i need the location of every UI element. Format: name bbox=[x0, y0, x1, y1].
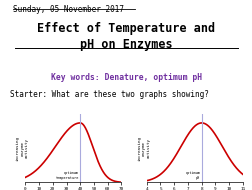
Text: Effect of Temperature and
pH on Enzymes: Effect of Temperature and pH on Enzymes bbox=[37, 22, 215, 51]
Y-axis label: increasing
enzyme
activity: increasing enzyme activity bbox=[137, 136, 150, 161]
Text: Sunday, 05 November 2017: Sunday, 05 November 2017 bbox=[13, 5, 123, 14]
Text: optimum
temperature: optimum temperature bbox=[55, 171, 79, 180]
Text: optimum
pH: optimum pH bbox=[185, 171, 200, 180]
Text: Starter: What are these two graphs showing?: Starter: What are these two graphs showi… bbox=[10, 90, 208, 99]
Y-axis label: increasing
enzyme
activity: increasing enzyme activity bbox=[16, 136, 29, 161]
Text: Key words: Denature, optimum pH: Key words: Denature, optimum pH bbox=[51, 73, 201, 82]
